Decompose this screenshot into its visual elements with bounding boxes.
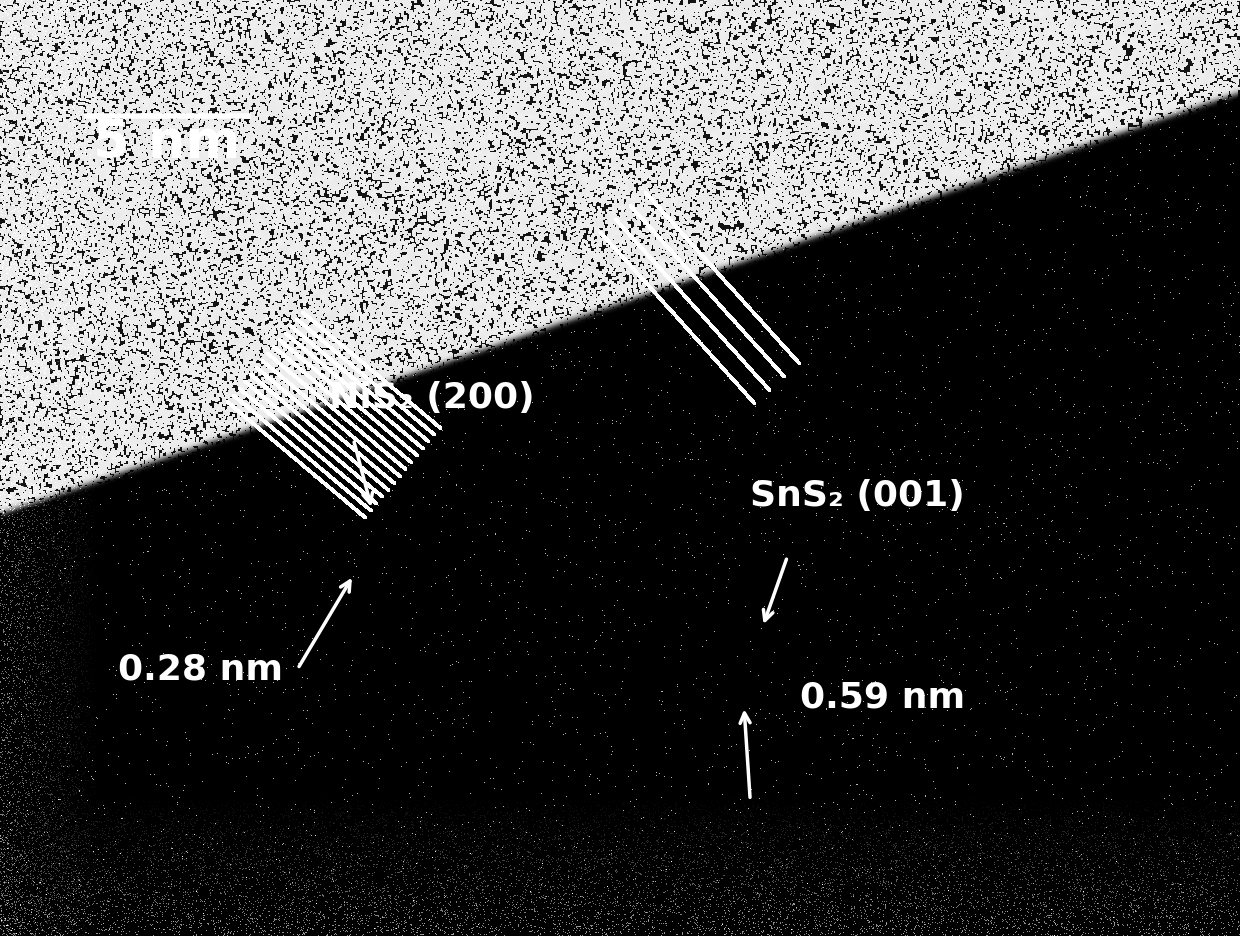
Text: 0.28 nm: 0.28 nm [118, 651, 283, 685]
Text: NiS₂ (200): NiS₂ (200) [329, 380, 534, 414]
Text: SnS₂ (001): SnS₂ (001) [750, 478, 965, 512]
Text: 5 nm: 5 nm [93, 117, 241, 168]
Text: 0.59 nm: 0.59 nm [800, 680, 965, 713]
